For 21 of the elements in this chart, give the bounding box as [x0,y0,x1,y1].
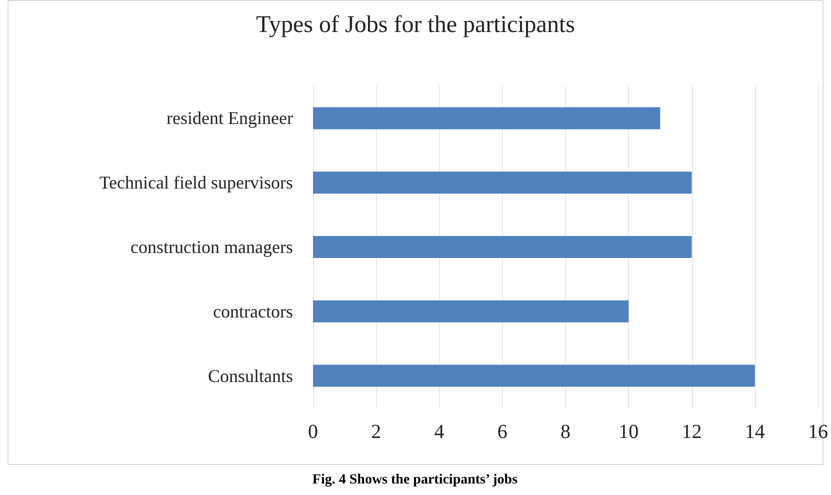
x-tick-label: 16 [808,421,828,443]
bar [313,300,629,322]
y-tick-label: contractors [213,301,293,322]
chart-title: Types of Jobs for the participants [256,12,575,38]
x-tick-label: 10 [618,421,639,443]
x-tick-label: 0 [308,421,318,443]
y-tick-label: construction managers [130,237,293,257]
x-tick-label: 2 [371,421,382,443]
bar [313,107,660,130]
bar [313,172,692,194]
x-tick-label: 12 [682,421,702,443]
y-tick-label: Consultants [208,366,293,386]
bar [313,364,755,387]
x-tick-label: 6 [497,421,508,443]
x-tick-label: 8 [560,421,570,443]
x-tick-label: 14 [744,421,765,443]
x-tick-label: 4 [434,421,444,443]
y-tick-label: Technical field supervisors [99,172,293,193]
y-tick-label: resident Engineer [166,108,293,128]
bar [313,236,692,258]
caption: Fig. 4 Shows the participants’ jobs [312,472,518,488]
